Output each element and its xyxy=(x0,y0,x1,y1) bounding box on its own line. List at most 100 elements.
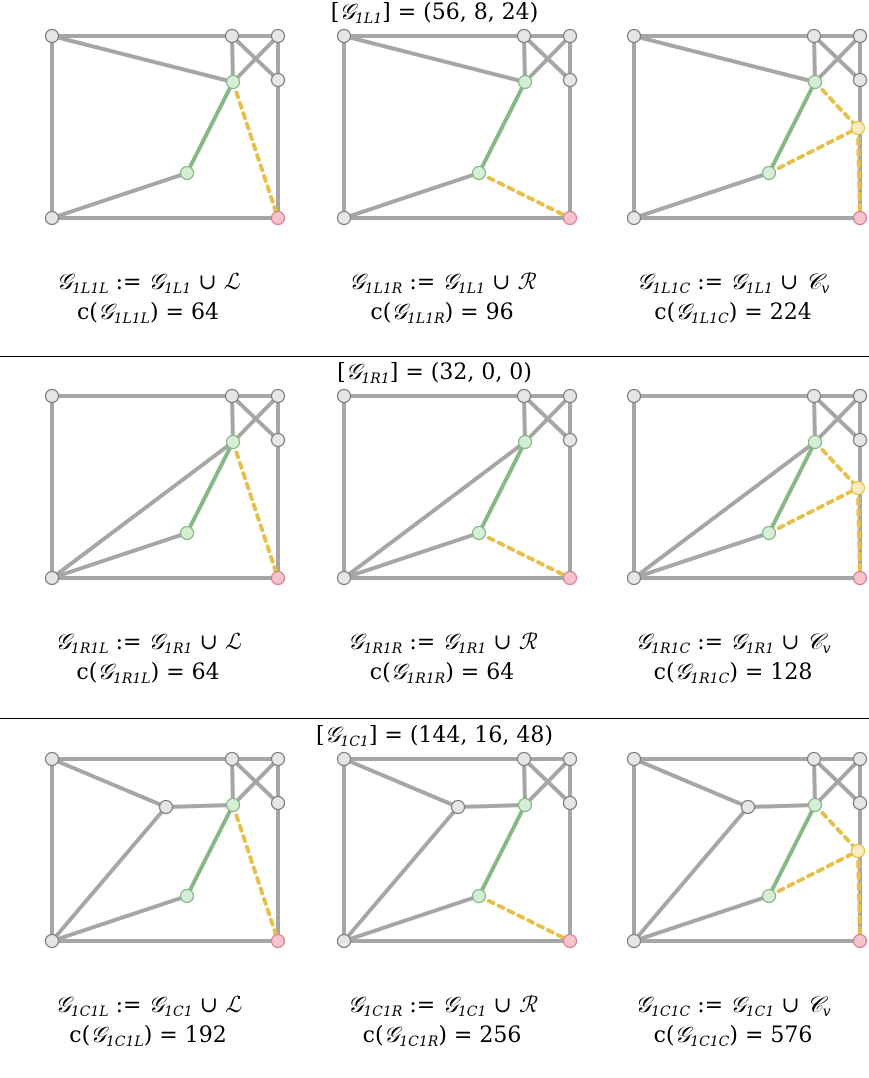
header-subscript: 1C1 xyxy=(340,734,369,750)
edge-gadget-post xyxy=(230,757,235,807)
graph-1R1R xyxy=(332,388,596,600)
cost-value: 576 xyxy=(770,1023,813,1048)
def-symbol: 𝒢 xyxy=(635,993,651,1018)
edge-j-bl xyxy=(50,805,168,943)
cost-prefix: c( xyxy=(653,1023,675,1048)
cost-subscript: 1R1C xyxy=(690,671,730,687)
addend-symbol: 𝒞 xyxy=(806,630,823,655)
addend-symbol: ℛ xyxy=(518,630,537,655)
def-symbol: 𝒢 xyxy=(55,630,71,655)
node-top-right xyxy=(852,751,868,767)
space xyxy=(512,630,519,655)
section-header: [𝒢1L1] = (56, 8, 24) xyxy=(0,0,869,26)
node-bottom-left xyxy=(626,570,642,586)
cost-equals: ) = xyxy=(444,300,486,325)
def-symbol: 𝒢 xyxy=(635,630,652,655)
def-subscript: 1R1C xyxy=(651,641,691,657)
edge-gadget-post xyxy=(812,34,817,84)
node-bottom-left xyxy=(336,570,352,586)
space xyxy=(485,270,492,295)
edge-gadget-cross-b xyxy=(523,394,572,444)
node-bottom-left xyxy=(336,933,352,949)
cost-prefix: c( xyxy=(69,1023,91,1048)
union-symbol: ∪ xyxy=(779,270,799,295)
edge-dotted-y-br xyxy=(856,486,862,580)
section-divider xyxy=(0,718,869,719)
node-green-lower xyxy=(471,165,487,181)
node-top-mid xyxy=(224,28,240,44)
node-top-right xyxy=(270,28,286,44)
node-bottom-right xyxy=(270,570,286,586)
addend-symbol: ℒ xyxy=(223,270,240,295)
section-divider xyxy=(0,356,869,357)
edge-green xyxy=(185,80,235,175)
node-bottom-left xyxy=(44,933,60,949)
base-subscript: 1L1 xyxy=(164,281,192,297)
cost-line: c(𝒢1C1R) = 256 xyxy=(297,1021,587,1051)
edge-bl-g2 xyxy=(50,894,189,943)
assign-symbol: := xyxy=(409,993,436,1018)
cost-line: c(𝒢1L1L) = 64 xyxy=(3,298,293,328)
node-top-right xyxy=(562,28,578,44)
edge-gadget-cross-b xyxy=(523,34,572,84)
union-symbol: ∪ xyxy=(781,993,800,1018)
cost-subscript: 1R1R xyxy=(406,671,446,687)
graph-svg xyxy=(626,751,868,949)
header-symbol: 𝒢 xyxy=(324,723,341,748)
union-symbol: ∪ xyxy=(493,993,512,1018)
node-top-left xyxy=(626,28,642,44)
space xyxy=(800,630,807,655)
cost-prefix: c( xyxy=(76,300,98,325)
node-green-lower xyxy=(471,888,487,904)
node-junction xyxy=(158,799,174,815)
definition-line: 𝒢1C1R := 𝒢1C1 ∪ ℛ xyxy=(297,991,587,1021)
cost-equals: ) = xyxy=(729,660,771,685)
node-top-right xyxy=(852,28,868,44)
cost-symbol: 𝒢 xyxy=(97,300,114,325)
graph-svg xyxy=(626,388,868,586)
node-green-upper xyxy=(517,74,533,90)
assign-symbol: := xyxy=(115,630,142,655)
node-right-mid xyxy=(270,432,286,448)
edge-dotted-g2-br xyxy=(477,894,572,943)
node-top-mid xyxy=(516,388,532,404)
graph-svg xyxy=(44,28,286,226)
base-subscript: 1L1 xyxy=(745,281,773,297)
node-top-left xyxy=(44,388,60,404)
edge-tl-j xyxy=(632,757,750,809)
union-symbol: ∪ xyxy=(199,630,218,655)
assign-symbol: := xyxy=(697,270,724,295)
edge-dotted-g1-br xyxy=(231,80,280,220)
header-value: = (56, 8, 24) xyxy=(397,0,539,25)
node-bottom-left xyxy=(626,210,642,226)
definition-line: 𝒢1R1R := 𝒢1R1 ∪ ℛ xyxy=(297,628,587,658)
node-green-lower xyxy=(179,525,195,541)
node-bottom-right xyxy=(852,933,868,949)
addend-symbol: ℒ xyxy=(224,630,241,655)
edge-dotted-g1-y xyxy=(813,803,860,853)
edge-tl-g1 xyxy=(342,34,527,84)
node-yellow xyxy=(850,120,866,136)
node-green-lower xyxy=(179,165,195,181)
graph-svg xyxy=(44,388,286,586)
def-symbol: 𝒢 xyxy=(56,270,73,295)
union-symbol: ∪ xyxy=(781,630,800,655)
node-bottom-right xyxy=(270,210,286,226)
def-subscript: 1C1R xyxy=(363,1004,403,1020)
base-symbol: 𝒢 xyxy=(442,630,458,655)
caption-1L1C: 𝒢1L1C := 𝒢1L1 ∪ 𝒞v c(𝒢1L1C) = 224 xyxy=(588,268,869,328)
cost-line: c(𝒢1R1R) = 64 xyxy=(297,658,587,688)
edge-bl-g1 xyxy=(50,440,235,580)
edge-j-g1 xyxy=(746,803,817,809)
cost-equals: ) = xyxy=(728,300,770,325)
edge-bl-g2 xyxy=(632,894,771,943)
caption-1R1C: 𝒢1R1C := 𝒢1R1 ∪ 𝒞v c(𝒢1R1C) = 128 xyxy=(588,628,869,688)
cost-equals: ) = xyxy=(150,660,192,685)
node-green-lower xyxy=(179,888,195,904)
header-symbol: 𝒢 xyxy=(345,360,362,385)
assign-symbol: := xyxy=(697,993,724,1018)
node-top-left xyxy=(44,28,60,44)
